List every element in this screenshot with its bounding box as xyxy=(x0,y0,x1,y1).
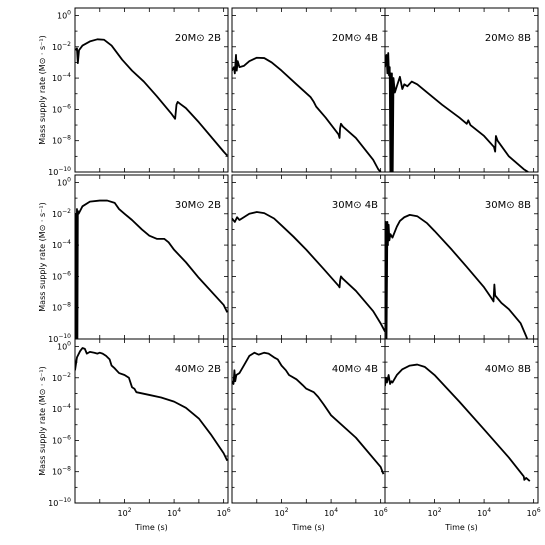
y-axis-label: Mass supply rate (M⊙ · s⁻¹) xyxy=(38,35,47,144)
series-line xyxy=(232,211,385,332)
panel-title: 40M⊙ 8B xyxy=(485,364,531,375)
panel-title: 30M⊙ 4B xyxy=(332,200,378,211)
panel-2: 20M⊙ 4B xyxy=(231,7,386,173)
y-tick-label: 100 xyxy=(57,176,71,187)
panel-1: 100 10−2 10−4 10−6 10−8 10−10 Mass supply rate… xyxy=(38,7,229,177)
y-tick-label: 10−10 xyxy=(48,497,71,508)
panel-title: 40M⊙ 4B xyxy=(332,364,378,375)
y-tick-label: 10−10 xyxy=(48,333,71,344)
panel-frame xyxy=(384,7,539,173)
y-tick-label: 10−4 xyxy=(52,403,71,414)
series-line xyxy=(75,347,228,462)
y-tick-label: 10−6 xyxy=(52,434,71,445)
y-tick-label: 10−4 xyxy=(52,72,71,83)
series-line xyxy=(232,351,385,475)
panel-8: 102 104 106 Time (s) 40M⊙ 4B xyxy=(231,338,388,532)
y-tick-label: 10−8 xyxy=(52,466,71,477)
series-line xyxy=(75,199,228,339)
y-tick-label: 100 xyxy=(57,340,71,351)
x-axis-label: Time (s) xyxy=(134,523,168,532)
x-tick-label: 106 xyxy=(527,507,541,518)
x-axis-label: Time (s) xyxy=(291,523,325,532)
y-tick-label: 10−8 xyxy=(52,135,71,146)
y-tick-label: 10−8 xyxy=(52,302,71,313)
panel-frame xyxy=(74,338,229,504)
panel-title: 40M⊙ 2B xyxy=(175,364,221,375)
y-axis-label: Mass supply rate (M⊙ · s⁻¹) xyxy=(38,202,47,311)
series-line xyxy=(232,54,382,172)
panel-frame xyxy=(384,338,539,504)
panel-title: 20M⊙ 8B xyxy=(485,33,531,44)
x-tick-label: 104 xyxy=(477,507,491,518)
panel-frame xyxy=(74,7,229,173)
series-line xyxy=(75,38,228,157)
x-tick-label: 102 xyxy=(275,507,289,518)
series-line xyxy=(385,213,529,339)
x-tick-label: 104 xyxy=(324,507,338,518)
x-tick-label: 102 xyxy=(428,507,442,518)
y-tick-label: 10−4 xyxy=(52,239,71,250)
y-tick-label: 10−10 xyxy=(48,166,71,177)
x-tick-label: 102 xyxy=(118,507,132,518)
series-line xyxy=(385,363,531,482)
panel-title: 30M⊙ 2B xyxy=(175,200,221,211)
panel-title: 20M⊙ 2B xyxy=(175,33,221,44)
panel-title: 30M⊙ 8B xyxy=(485,200,531,211)
y-tick-label: 10−2 xyxy=(52,41,71,52)
panel-3: 20M⊙ 8B xyxy=(384,7,539,173)
y-tick-label: 10−6 xyxy=(52,270,71,281)
panel-6: 30M⊙ 8B xyxy=(384,174,539,340)
panel-9: 102 104 106 Time (s) 40M⊙ 8B xyxy=(384,338,541,532)
x-tick-label: 106 xyxy=(374,507,388,518)
panel-title: 20M⊙ 4B xyxy=(332,33,378,44)
x-tick-label: 106 xyxy=(217,507,231,518)
y-tick-label: 10−2 xyxy=(52,372,71,383)
y-tick-label: 10−6 xyxy=(52,103,71,114)
panel-7: 100 10−2 10−4 10−6 10−8 10−10 Mass supply rate… xyxy=(38,338,231,532)
panel-4: 100 10−2 10−4 10−6 10−8 10−10 Mass supply rate… xyxy=(38,174,229,344)
x-tick-label: 104 xyxy=(167,507,181,518)
panel-5: 30M⊙ 4B xyxy=(231,174,386,340)
y-axis-label: Mass supply rate (M⊙ · s⁻¹) xyxy=(38,366,47,475)
x-axis-label: Time (s) xyxy=(444,523,478,532)
series-line xyxy=(385,52,529,172)
y-tick-label: 10−2 xyxy=(52,208,71,219)
y-tick-label: 100 xyxy=(57,9,71,20)
